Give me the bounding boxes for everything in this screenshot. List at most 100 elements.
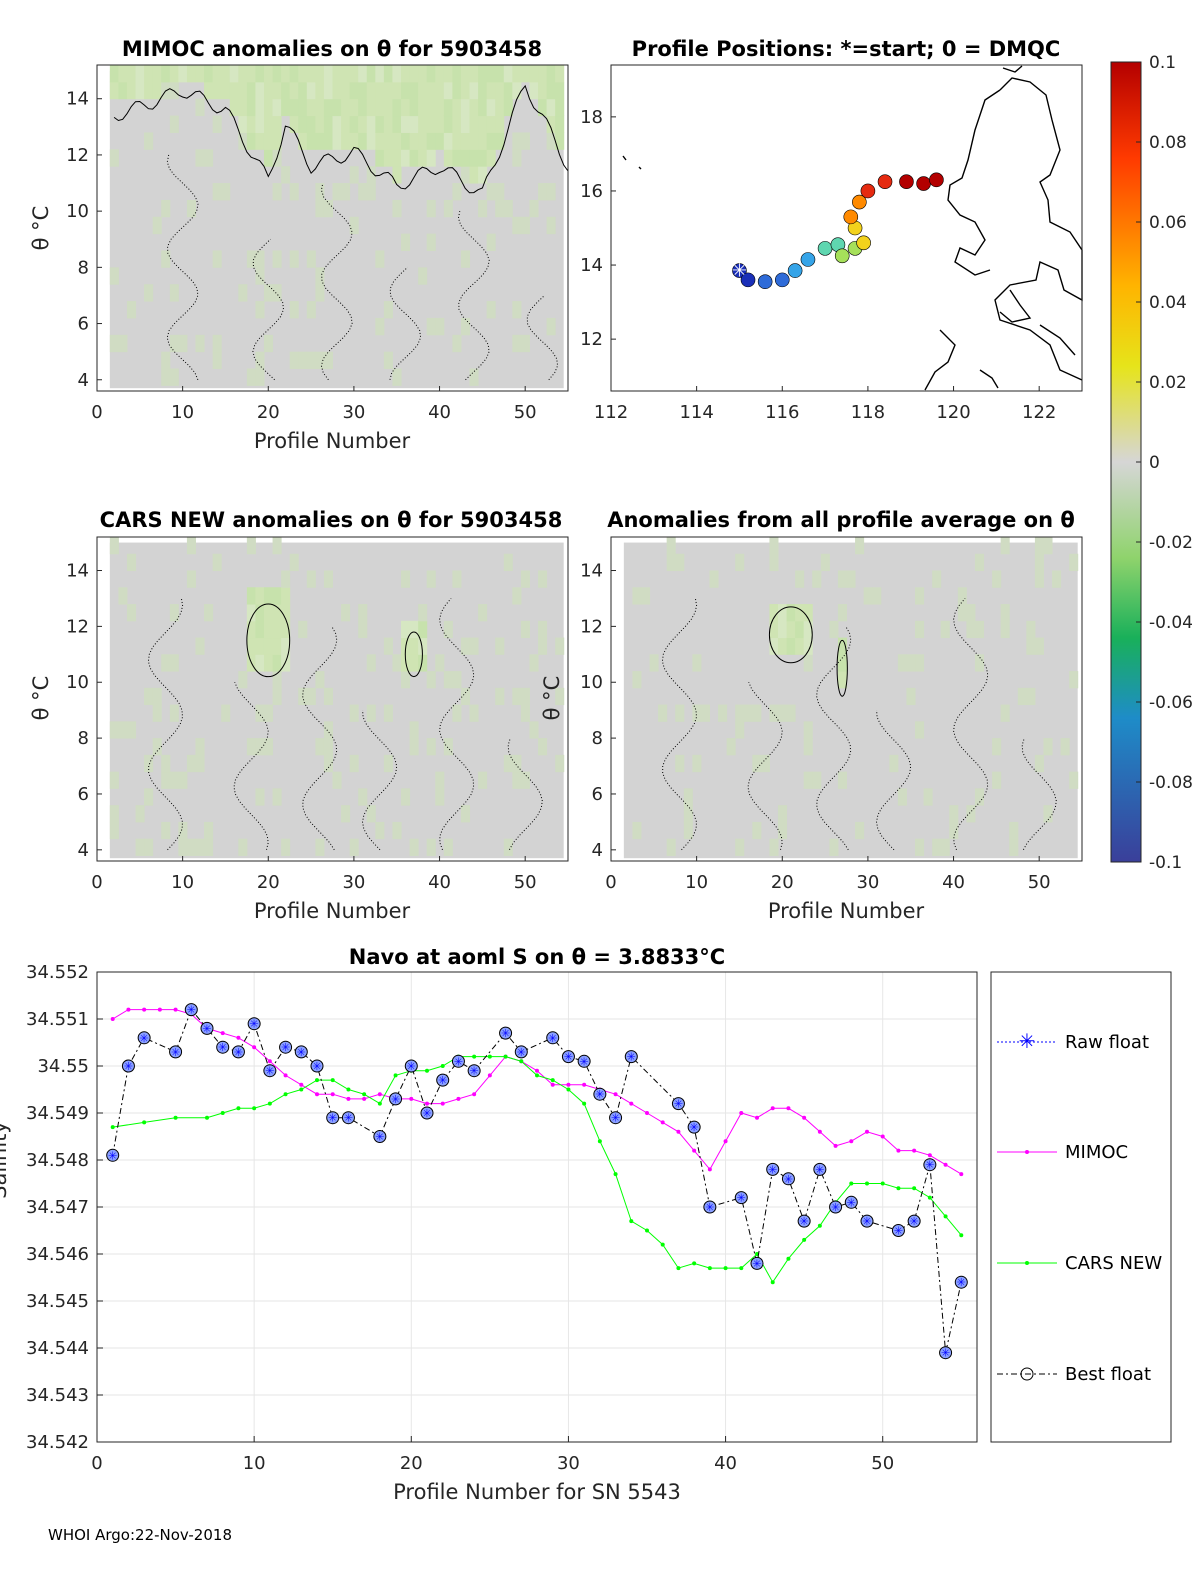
mimoc-heat-cell — [538, 81, 548, 100]
best-point — [593, 1087, 607, 1101]
avg-heat-cell — [949, 805, 959, 823]
mimoc-heat-cell — [478, 65, 488, 83]
cars-point — [880, 1181, 885, 1186]
mimoc-heat-cell — [349, 81, 359, 100]
cars-heat-cell — [246, 587, 256, 605]
raw-point: ✳ — [265, 1065, 274, 1078]
raw-point: ✳ — [328, 1112, 337, 1125]
cars-point — [597, 1139, 602, 1144]
cars-ytick-label: 14 — [66, 561, 89, 582]
mimoc-heat-cell — [426, 132, 436, 150]
cars-x-ticks: 0 10 20 30 40 50 — [91, 856, 537, 893]
avg-heat-cell — [632, 671, 642, 689]
mimoc-point — [487, 1073, 492, 1078]
mimoc-heat-cell — [109, 65, 119, 83]
mimoc-point — [817, 1129, 822, 1134]
mimoc-heat-cell — [409, 149, 419, 167]
cars-heat-cell — [503, 754, 513, 773]
avg-heat-cell — [777, 637, 788, 655]
mimoc-heat-cell — [315, 81, 325, 100]
avg-heat-cell — [1034, 637, 1044, 655]
cars-heat-cell — [169, 654, 179, 672]
best-point — [561, 1050, 575, 1064]
avg-heat-cell — [786, 604, 796, 622]
cars-heat-cell — [238, 671, 248, 689]
mimoc-heat-cell — [375, 149, 385, 167]
cars-dotted-contour — [233, 681, 269, 850]
mimoc-heat-cell — [315, 65, 325, 83]
mimoc-heat-cell — [469, 368, 479, 386]
mimoc-heat-cell — [546, 98, 556, 117]
mimoc-heat-cell — [401, 115, 411, 133]
cars-point — [472, 1054, 477, 1059]
cars-point — [692, 1261, 697, 1266]
avg-heat-cell — [1000, 620, 1010, 639]
mimoc-heat-cell — [392, 132, 402, 150]
cars-heat-base — [109, 542, 564, 859]
mimoc-heat-cell — [392, 149, 402, 167]
avg-heat-cell — [632, 821, 642, 840]
raw-point: ✳ — [501, 1027, 510, 1040]
cars-heat-cell — [555, 687, 565, 706]
mimoc-heat-cell — [118, 65, 128, 83]
mimoc-heat-cell — [443, 98, 453, 117]
avg-heat-cell — [966, 620, 976, 639]
mimoc-heat-cell — [109, 149, 119, 167]
mimoc-heat-cell — [212, 115, 222, 133]
avg-xtick-label: 30 — [856, 872, 879, 893]
legend-raw-marker: ✳ — [1019, 1029, 1036, 1053]
cars-heat-cell — [478, 604, 488, 622]
avg-heat-cell — [777, 620, 788, 639]
mimoc-heat-cell — [358, 183, 368, 201]
mimoc-heat-cell — [529, 199, 539, 218]
mimoc-heat-cell — [486, 301, 496, 319]
mimoc-heat-cell — [263, 149, 274, 167]
salinity-y-label: Salinity — [0, 1121, 11, 1199]
positions-x-ticks: 112 114 116 118 120 122 — [594, 386, 1056, 423]
mimoc-point — [142, 1007, 147, 1012]
mimoc-ytick-label: 4 — [78, 370, 89, 391]
mimoc-heat-cell — [418, 81, 428, 100]
avg-heat-cell — [700, 704, 710, 722]
mimoc-heat-cell — [263, 334, 274, 353]
best-point — [169, 1045, 183, 1059]
mimoc-heat-cell — [486, 98, 496, 117]
raw-point: ✳ — [517, 1046, 526, 1059]
mimoc-heat-cell — [383, 301, 393, 319]
track-point — [787, 263, 803, 278]
mimoc-heat-cell — [512, 216, 522, 235]
cars-heat-cell — [401, 570, 411, 588]
cars-heat-cell — [263, 620, 274, 639]
cars-point — [110, 1125, 115, 1130]
track-point — [774, 272, 790, 288]
raw-point: ✳ — [391, 1093, 400, 1106]
mimoc-heat-cell — [409, 81, 419, 100]
mimoc-heat-cell — [272, 284, 282, 302]
best-point — [844, 1195, 858, 1209]
mimoc-heat-cell — [298, 115, 308, 133]
mimoc-heat-cell — [401, 132, 411, 150]
avg-heat-cell — [932, 570, 942, 588]
avg-heat-cell — [769, 604, 779, 622]
cars-heat-cell — [443, 838, 453, 856]
track-point — [732, 263, 747, 278]
cars-heat-cell — [118, 587, 128, 605]
raw-point: ✳ — [297, 1046, 306, 1059]
cars-xtick-label: 40 — [428, 872, 451, 893]
avg-axes-box — [610, 536, 1083, 862]
cars-heat-cell — [204, 838, 214, 856]
mimoc-heat-cell — [255, 132, 265, 150]
mimoc-heat-cell — [546, 216, 556, 235]
mimoc-heat-cell — [383, 65, 393, 83]
mimoc-heat-cell — [212, 183, 222, 201]
avg-heat-cell — [837, 771, 847, 789]
avg-heat-cell — [1043, 738, 1053, 756]
mimoc-heat-cell — [469, 115, 479, 133]
cars-heat-cell — [144, 788, 154, 806]
mimoc-xtick-label: 20 — [257, 402, 280, 423]
cars-heat-cell — [383, 754, 393, 773]
mimoc-dotted-contour — [166, 154, 199, 380]
cars-heat-cell — [281, 838, 291, 856]
mimoc-ytick-label: 14 — [66, 89, 89, 110]
mimoc-heat-cell — [161, 199, 171, 218]
